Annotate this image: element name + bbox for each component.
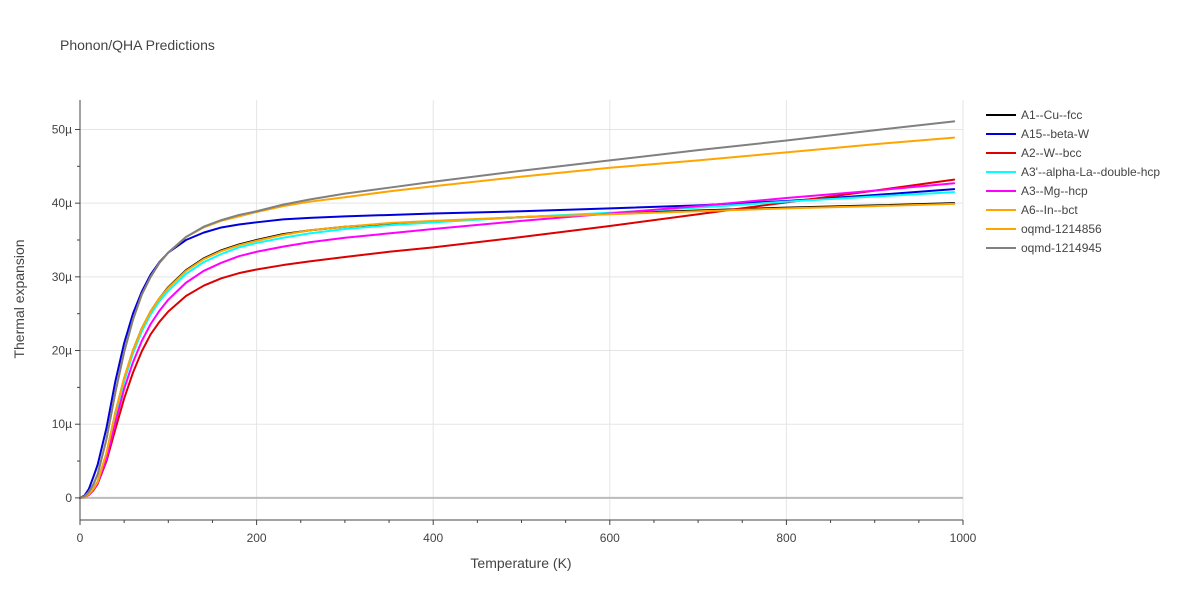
- y-tick-label: 0: [65, 491, 72, 505]
- y-tick-label: 30µ: [52, 270, 72, 284]
- series-line-4: [79, 182, 956, 499]
- x-tick-label: 800: [776, 531, 796, 545]
- legend-label: A1--Cu--fcc: [1021, 108, 1082, 122]
- legend-item-2[interactable]: A2--W--bcc: [986, 146, 1081, 160]
- legend-item-1[interactable]: A15--beta-W: [986, 127, 1090, 141]
- grid-layer: [80, 100, 964, 520]
- legend-label: oqmd-1214945: [1021, 241, 1102, 255]
- legend-label: A2--W--bcc: [1021, 146, 1081, 160]
- legend-label: oqmd-1214856: [1021, 222, 1102, 236]
- legend-item-5[interactable]: A6--In--bct: [986, 203, 1078, 217]
- chart-title: Phonon/QHA Predictions: [60, 37, 215, 53]
- x-tick-label: 0: [77, 531, 84, 545]
- y-tick-label: 50µ: [52, 122, 72, 136]
- series-line-5: [79, 202, 956, 499]
- y-tick-label: 10µ: [52, 417, 72, 431]
- legend-label: A6--In--bct: [1021, 203, 1078, 217]
- legend-label: A15--beta-W: [1021, 127, 1090, 141]
- legend-label: A3--Mg--hcp: [1021, 184, 1088, 198]
- series-line-6: [79, 136, 956, 499]
- y-tick-label: 40µ: [52, 196, 72, 210]
- x-tick-label: 200: [247, 531, 267, 545]
- legend-label: A3'--alpha-La--double-hcp: [1021, 165, 1160, 179]
- series-line-1: [79, 188, 956, 499]
- legend[interactable]: A1--Cu--fcc A15--beta-W A2--W--bcc A3'--alp…: [986, 108, 1160, 255]
- legend-item-3[interactable]: A3'--alpha-La--double-hcp: [986, 165, 1160, 179]
- legend-item-6[interactable]: oqmd-1214856: [986, 222, 1102, 236]
- series-line-2: [79, 178, 956, 499]
- y-tick-label: 20µ: [52, 344, 72, 358]
- x-axis-title: Temperature (K): [470, 555, 571, 571]
- x-tick-label: 600: [600, 531, 620, 545]
- legend-item-7[interactable]: oqmd-1214945: [986, 241, 1102, 255]
- series-line-7: [79, 120, 956, 499]
- x-tick-label: 1000: [950, 531, 977, 545]
- series-layer: [79, 120, 956, 499]
- legend-item-4[interactable]: A3--Mg--hcp: [986, 184, 1088, 198]
- x-tick-label: 400: [423, 531, 443, 545]
- y-axis-title: Thermal expansion: [11, 239, 27, 358]
- axis-layer: 0 200 400 600 800 1000 0 10µ 20µ 30µ 40µ 50µ: [52, 100, 977, 545]
- legend-item-0[interactable]: A1--Cu--fcc: [986, 108, 1082, 122]
